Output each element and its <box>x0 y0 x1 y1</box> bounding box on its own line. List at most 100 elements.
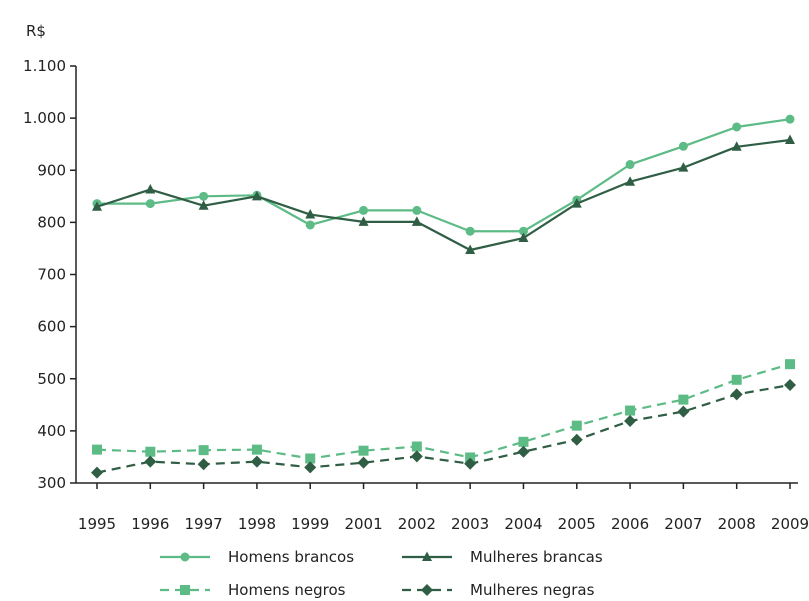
data-point <box>785 134 795 145</box>
data-point <box>465 244 476 255</box>
x-tick-label: 1998 <box>238 515 276 533</box>
series-line <box>96 383 791 474</box>
data-point <box>198 200 209 210</box>
legend-marker <box>421 584 433 596</box>
x-tick-label: 2001 <box>344 515 382 533</box>
legend-label: Mulheres brancas <box>470 548 603 566</box>
data-point <box>624 414 637 427</box>
y-tick-label: 600 <box>37 318 66 336</box>
data-point <box>785 114 795 124</box>
data-point <box>357 456 370 469</box>
data-point <box>410 450 423 463</box>
data-point <box>145 184 156 194</box>
data-point <box>465 226 475 236</box>
y-tick-label: 900 <box>37 161 66 179</box>
data-point <box>91 466 103 479</box>
data-point <box>305 220 315 230</box>
x-axis-ticks: 1995 1996 1997 1998 1999 2001 2002 2003 2004 2005… <box>78 483 809 533</box>
data-point <box>465 452 476 463</box>
x-tick-label: 2007 <box>664 515 702 533</box>
data-point <box>92 201 102 211</box>
legend-marker <box>422 551 432 561</box>
data-point <box>304 461 317 474</box>
x-tick-label: 1999 <box>291 515 329 533</box>
data-point <box>305 453 316 464</box>
x-tick-label: 2008 <box>718 515 756 533</box>
data-point <box>198 445 209 456</box>
legend-marker <box>180 585 190 595</box>
data-point <box>731 374 742 385</box>
x-tick-label: 2002 <box>398 515 436 533</box>
y-tick-label: 1.100 <box>23 57 66 75</box>
data-point <box>464 457 477 470</box>
data-point <box>570 433 583 446</box>
series-mulheres-negras <box>91 379 796 479</box>
data-point <box>625 176 636 186</box>
x-tick-label: 2004 <box>504 515 542 533</box>
legend: Homens brancos Mulheres brancas Homens neg… <box>160 548 603 599</box>
x-tick-label: 1997 <box>185 515 223 533</box>
data-point <box>144 455 157 468</box>
data-point <box>732 122 742 132</box>
data-point <box>518 226 528 236</box>
data-point <box>518 436 529 447</box>
data-point <box>625 160 635 170</box>
legend-item: Mulheres negras <box>402 581 595 599</box>
data-point <box>197 458 210 471</box>
data-point <box>784 379 796 392</box>
data-point <box>678 394 689 405</box>
data-point <box>251 190 262 201</box>
x-tick-label: 1996 <box>131 515 169 533</box>
data-point <box>199 191 209 201</box>
series-line <box>97 118 791 233</box>
data-point <box>92 444 102 455</box>
data-point <box>145 199 155 209</box>
data-point <box>411 216 422 226</box>
data-point <box>251 444 262 455</box>
series-homens-negros <box>92 359 795 464</box>
y-axis-unit-label: R$ <box>26 22 46 40</box>
y-tick-label: 800 <box>37 213 66 231</box>
data-point <box>359 205 369 215</box>
legend-item: Mulheres brancas <box>402 548 603 566</box>
data-point <box>305 209 316 219</box>
x-tick-label: 2003 <box>451 515 489 533</box>
data-point <box>517 445 530 458</box>
data-point <box>571 420 582 431</box>
series-line <box>96 138 791 252</box>
series-mulheres-brancas <box>92 134 795 255</box>
data-point <box>785 359 795 370</box>
data-point <box>730 388 743 401</box>
legend-item: Homens brancos <box>160 548 354 566</box>
legend-item: Homens negros <box>160 581 346 599</box>
data-point <box>678 141 688 151</box>
series-homens-brancos <box>92 114 795 236</box>
data-point <box>358 216 369 226</box>
series-layer <box>91 114 796 479</box>
y-tick-label: 300 <box>37 474 66 492</box>
y-tick-label: 500 <box>37 370 66 388</box>
data-point <box>625 405 636 416</box>
data-point <box>571 198 582 208</box>
data-point <box>250 455 263 468</box>
x-tick-label: 2005 <box>558 515 596 533</box>
y-tick-label: 700 <box>37 266 66 284</box>
data-point <box>678 162 689 172</box>
x-tick-label: 2006 <box>611 515 649 533</box>
legend-label: Homens brancos <box>228 548 354 566</box>
legend-label: Mulheres negras <box>470 581 595 599</box>
y-tick-label: 1.000 <box>23 109 66 127</box>
data-point <box>145 446 156 457</box>
legend-label: Homens negros <box>228 581 346 599</box>
data-point <box>358 445 369 456</box>
series-line <box>96 363 791 460</box>
data-point <box>411 441 422 452</box>
legend-marker <box>180 552 190 562</box>
data-point <box>518 232 529 243</box>
data-point <box>412 205 422 215</box>
data-point <box>677 405 690 418</box>
x-tick-label: 1995 <box>78 515 116 533</box>
data-point <box>731 141 742 151</box>
y-axis-ticks: 300 400 500 600 700 800 900 1.000 1.100 <box>23 57 76 492</box>
